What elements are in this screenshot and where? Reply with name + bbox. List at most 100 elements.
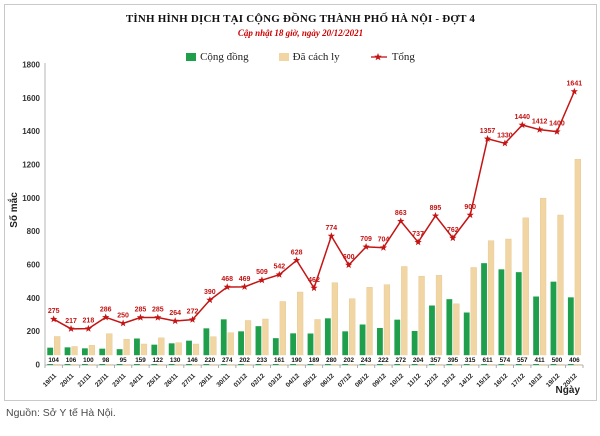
- legend-label: Cộng đồng: [200, 51, 249, 63]
- cong-dong-value-label: 161: [274, 357, 285, 364]
- cong-dong-value-label: 146: [187, 357, 198, 364]
- y-tick-label: 400: [27, 294, 41, 303]
- cong-dong-value-label: 190: [291, 357, 302, 364]
- bar-da-cach-ly: [279, 301, 286, 366]
- cong-dong-value-label: 280: [326, 357, 337, 364]
- legend-item-da-cach-ly[interactable]: Đã cách ly: [278, 51, 340, 63]
- bar-cong-dong: [203, 328, 210, 365]
- cong-dong-value-label: 274: [222, 357, 233, 364]
- value-label-box: [132, 355, 149, 364]
- tong-markers: [50, 87, 578, 332]
- bar-da-cach-ly: [227, 332, 234, 366]
- bar-cong-dong: [307, 333, 314, 365]
- bar-da-cach-ly: [383, 284, 391, 366]
- value-label-box: [45, 355, 62, 364]
- star-marker: [327, 232, 335, 240]
- bar-da-cach-ly: [522, 217, 529, 366]
- bar-cong-dong: [377, 328, 383, 365]
- tong-labels: 275 217 218 286 250 285 285 264 272 390 468 469 509 5…: [48, 81, 582, 325]
- star-marker: [518, 121, 526, 129]
- tong-value-label: 737: [412, 231, 424, 238]
- bar-da-cach-ly: [505, 238, 512, 366]
- bar-da-cach-ly: [262, 318, 269, 366]
- bar-da-cach-ly: [54, 336, 61, 366]
- cong-dong-value-label: 106: [66, 357, 77, 364]
- value-label-box: [531, 355, 548, 364]
- y-tick-label: 1000: [22, 194, 40, 203]
- value-label-box: [549, 355, 565, 364]
- star-marker: [466, 211, 474, 219]
- cong-dong-value-label: 243: [361, 357, 372, 364]
- value-label-box: [514, 355, 530, 364]
- star-marker: [397, 217, 405, 225]
- value-label-box: [184, 355, 201, 364]
- x-tick-label: 01/12: [233, 372, 250, 389]
- tong-value-label: 709: [360, 236, 372, 243]
- star-marker: [154, 313, 162, 321]
- value-label-box: [445, 355, 461, 364]
- x-axis-labels: 19/11 20/11 21/11 22/11 23/11 24/11 25/11 26/11…: [42, 372, 579, 389]
- x-tick-label: 03/12: [267, 372, 284, 389]
- bar-da-cach-ly: [540, 197, 547, 366]
- bar-cong-dong: [168, 343, 175, 365]
- bar-cong-dong: [550, 281, 557, 365]
- value-label-box: [306, 355, 322, 364]
- bar-da-cach-ly: [487, 240, 495, 366]
- tong-value-label: 272: [187, 309, 199, 316]
- tong-value-label: 628: [291, 249, 303, 256]
- value-label-box: [167, 355, 183, 364]
- bar-da-cach-ly: [401, 266, 408, 366]
- bar-da-cach-ly: [314, 319, 321, 366]
- legend-item-tong[interactable]: Tổng: [370, 51, 415, 63]
- bar-da-cach-ly: [557, 214, 564, 366]
- value-label-box: [254, 355, 270, 364]
- bar-cong-dong: [324, 318, 331, 365]
- bar-cong-dong: [481, 263, 487, 365]
- star-marker: [293, 256, 301, 264]
- bar-da-cach-ly: [140, 343, 148, 366]
- bar-da-cach-ly: [192, 343, 200, 366]
- x-tick-label: 08/12: [354, 372, 371, 389]
- cong-dong-value-label: 204: [413, 357, 424, 364]
- y-tick-label: 1200: [22, 161, 40, 170]
- bar-da-cach-ly: [106, 333, 113, 366]
- legend-label: Đã cách ly: [292, 51, 340, 63]
- tong-value-label: 542: [273, 264, 285, 271]
- star-marker: [536, 125, 544, 133]
- x-tick-label: 22/11: [94, 372, 110, 388]
- bar-cong-dong: [411, 331, 418, 365]
- y-tick-label: 1600: [22, 94, 40, 103]
- x-tick-label: 27/11: [181, 372, 197, 388]
- y-tick-label: 1800: [22, 61, 40, 70]
- bar-cong-dong: [151, 344, 158, 365]
- source-note: Nguồn: Sở Y tế Hà Nội.: [6, 407, 116, 419]
- chart-frame: TÌNH HÌNH DỊCH TẠI CỘNG ĐỒNG THÀNH PHỐ H…: [4, 4, 597, 401]
- x-tick-label: 05/12: [302, 372, 319, 389]
- tong-value-label: 1330: [497, 132, 513, 139]
- star-marker: [258, 276, 266, 284]
- tong-value-label: 217: [65, 318, 77, 325]
- x-tick-label: 25/11: [146, 372, 162, 388]
- tong-value-label: 1400: [549, 121, 565, 128]
- bar-da-cach-ly: [244, 320, 252, 366]
- bar-cong-dong: [567, 297, 574, 365]
- bars-cong-dong: [47, 263, 574, 365]
- star-marker: [136, 313, 145, 321]
- star-marker: [188, 315, 197, 323]
- tong-value-label: 390: [204, 289, 216, 296]
- x-tick-label: 13/12: [441, 372, 458, 389]
- tong-value-label: 264: [169, 310, 181, 317]
- bar-da-cach-ly: [349, 298, 356, 366]
- x-tick-label: 20/11: [59, 372, 75, 388]
- x-tick-label: 23/11: [111, 372, 127, 388]
- star-marker: [362, 243, 370, 250]
- cong-dong-value-label: 130: [170, 357, 181, 364]
- tong-value-label: 285: [152, 307, 164, 314]
- x-tick-label: 18/12: [528, 372, 545, 389]
- cong-dong-value-label: 95: [120, 357, 128, 364]
- bar-cong-dong: [220, 319, 227, 365]
- x-tick-label: 16/12: [493, 372, 510, 389]
- legend-item-cong-dong[interactable]: Cộng đồng: [186, 51, 249, 63]
- value-label-box: [80, 355, 97, 364]
- tong-value-label: 469: [239, 276, 251, 283]
